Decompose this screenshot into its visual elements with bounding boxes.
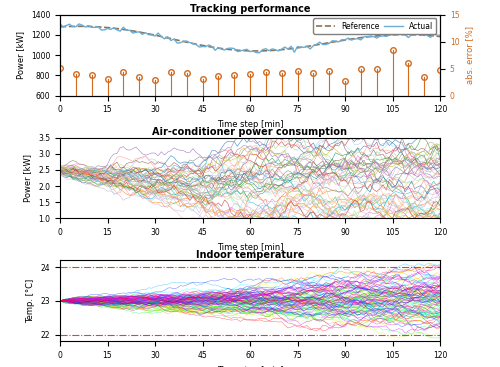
- X-axis label: Time step [min]: Time step [min]: [217, 120, 283, 129]
- Reference: [76, 24, 82, 29]
- Actual: [316, 40, 322, 44]
- Y-axis label: Power [kW]: Power [kW]: [16, 31, 26, 79]
- Reference: [418, 33, 424, 37]
- Y-axis label: Temp. [°C]: Temp. [°C]: [26, 279, 35, 323]
- X-axis label: Time step [min]: Time step [min]: [217, 243, 283, 252]
- Y-axis label: abs. error [%]: abs. error [%]: [465, 26, 474, 84]
- Actual: [256, 51, 262, 55]
- Reference: [98, 25, 104, 29]
- Actual: [218, 47, 224, 51]
- Reference: [320, 41, 326, 46]
- Line: Reference: Reference: [60, 26, 440, 51]
- Reference: [222, 47, 228, 51]
- Title: Air-conditioner power consumption: Air-conditioner power consumption: [152, 127, 348, 137]
- Reference: [254, 49, 260, 53]
- Actual: [415, 29, 421, 33]
- Actual: [437, 33, 443, 37]
- Title: Indoor temperature: Indoor temperature: [196, 250, 304, 260]
- Reference: [57, 25, 63, 29]
- Y-axis label: Power [kW]: Power [kW]: [24, 154, 32, 202]
- Actual: [57, 22, 63, 26]
- Title: Tracking performance: Tracking performance: [190, 4, 310, 14]
- Line: Actual: Actual: [60, 24, 440, 53]
- Legend: Reference, Actual: Reference, Actual: [313, 18, 436, 34]
- Actual: [146, 33, 152, 37]
- X-axis label: Time step [min]: Time step [min]: [217, 366, 283, 367]
- Reference: [149, 32, 155, 37]
- Reference: [437, 34, 443, 39]
- Actual: [298, 45, 304, 50]
- Reference: [301, 45, 307, 49]
- Actual: [95, 24, 101, 29]
